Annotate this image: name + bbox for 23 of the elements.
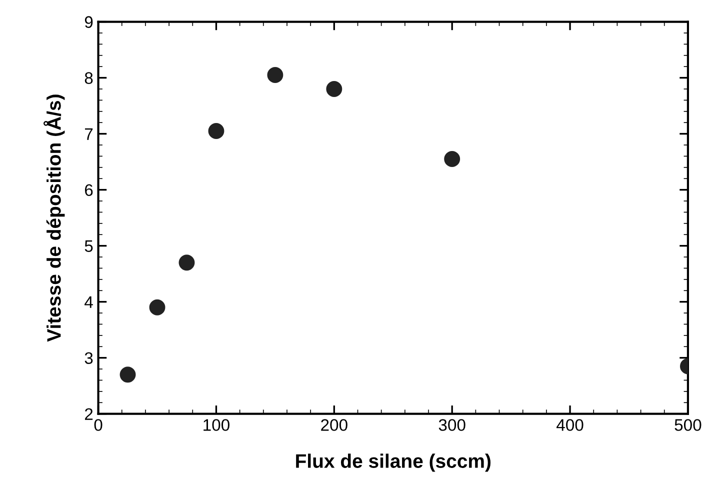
point	[326, 81, 342, 97]
y-tick-label: 7	[85, 128, 93, 140]
y-tick-label: 4	[84, 296, 93, 308]
point	[149, 299, 166, 316]
point	[178, 254, 195, 271]
point	[444, 151, 460, 167]
x-tick-label: 400	[556, 419, 584, 431]
y-tick-label: 2	[84, 408, 93, 420]
y-tick-label: 8	[84, 72, 93, 84]
point	[120, 366, 136, 383]
y-axis-title: Vitesse de déposition (Å/s)	[44, 94, 65, 342]
y-tick-label: 5	[84, 240, 93, 252]
x-tick-label: 200	[321, 419, 348, 431]
y-tick-label: 9	[84, 16, 93, 28]
point	[208, 123, 224, 139]
x-tick-label: 300	[438, 419, 466, 431]
x-tick-label: 500	[674, 419, 702, 431]
x-tick-label: 100	[204, 419, 230, 431]
point	[267, 67, 284, 83]
y-tick-label: 3	[84, 352, 93, 364]
x-axis-title: Flux de silane (sccm)	[296, 454, 490, 472]
y-tick-label: 6	[84, 184, 93, 196]
x-tick-label: 0	[94, 419, 102, 431]
